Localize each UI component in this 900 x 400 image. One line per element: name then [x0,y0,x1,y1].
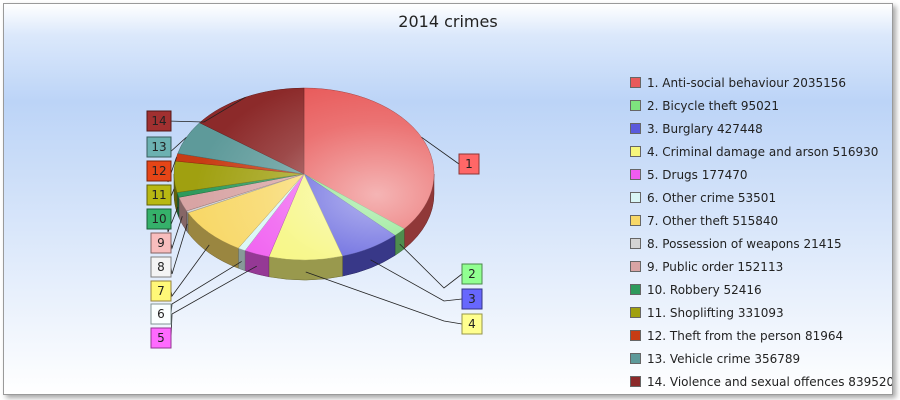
slice-label-box-11 [146,184,172,206]
chart-title: 2014 crimes [398,12,498,31]
legend-label: 8. Possession of weapons 21415 [647,237,842,251]
legend-swatch [630,376,641,387]
legend-item: 1. Anti-social behaviour 2035156 [630,72,892,95]
legend-label: 10. Robbery 52416 [647,283,762,297]
slice-label-6: 6 [157,307,165,321]
leader-line-1 [421,137,460,165]
legend-label: 7. Other theft 515840 [647,214,779,228]
legend-item: 13. Vehicle crime 356789 [630,348,892,371]
legend-item: 14. Violence and sexual offences 839520 [630,371,893,394]
legend-label: 3. Burglary 427448 [647,122,763,136]
legend-label: 2. Bicycle theft 95021 [647,99,780,113]
slice-label-11: 11 [151,188,166,202]
legend-label: 5. Drugs 177470 [647,168,748,182]
slice-label-3: 3 [468,292,476,306]
slice-label-8: 8 [157,260,165,274]
legend-swatch [630,307,641,318]
slice-label-box-6 [150,303,172,325]
legend-swatch [630,238,641,249]
slice-label-box-4 [461,313,483,335]
legend-item: 4. Criminal damage and arson 516930 [630,141,892,164]
slice-label-box-3 [461,288,483,310]
slice-label-box-1 [458,153,480,175]
legend-item: 2. Bicycle theft 95021 [630,95,892,118]
slice-label-7: 7 [157,284,165,298]
legend-swatch [630,192,641,203]
legend-label: 12. Theft from the person 81964 [647,329,844,343]
legend-item: 9. Public order 152113 [630,256,892,279]
legend-item: 10. Robbery 52416 [630,279,892,302]
legend-item: 7. Other theft 515840 [630,210,892,233]
slice-label-14: 14 [151,114,166,128]
slice-label-4: 4 [468,317,476,331]
slice-label-box-10 [146,208,172,230]
slice-label-12: 12 [151,164,166,178]
legend-swatch [630,215,641,226]
leader-line-6 [170,261,242,315]
legend-label: 4. Criminal damage and arson 516930 [647,145,879,159]
legend-swatch [630,284,641,295]
legend-label: 11. Shoplifting 331093 [647,306,784,320]
leader-line-4 [305,271,463,325]
slice-label-box-2 [461,263,483,285]
slice-label-box-9 [150,232,172,254]
legend-label: 13. Vehicle crime 356789 [647,352,801,366]
slice-label-1: 1 [465,157,473,171]
legend-swatch [630,123,641,134]
legend-item: 6. Other crime 53501 [630,187,892,210]
leader-line-3 [370,259,463,302]
slice-label-box-12 [146,160,172,182]
legend-label: 6. Other crime 53501 [647,191,777,205]
legend-item: 3. Burglary 427448 [630,118,892,141]
leader-line-8 [170,223,188,275]
legend-swatch [630,261,641,272]
legend-label: 9. Public order 152113 [647,260,784,274]
legend-item: 5. Drugs 177470 [630,164,892,187]
slice-label-box-7 [150,280,172,302]
chart-legend: 1. Anti-social behaviour 2035156 2. Bicyc… [630,72,893,394]
pie-gloss [174,88,434,260]
slice-label-box-5 [150,327,172,349]
legend-swatch [630,353,641,364]
slice-label-13: 13 [151,140,166,154]
pie-slice-side-6 [238,247,246,271]
leader-line-5 [170,265,257,339]
legend-swatch [630,169,641,180]
legend-swatch [630,330,641,341]
legend-label: 1. Anti-social behaviour 2035156 [647,76,847,90]
slice-label-10: 10 [151,212,166,226]
slice-label-9: 9 [157,236,165,250]
legend-item: 12. Theft from the person 81964 [630,325,892,348]
chart-frame: 2014 crimes 1 2 3 4 5 6 7 8 9 10 11 12 13 14 1. Anti-… [3,3,893,395]
slice-label-box-13 [146,136,172,158]
slice-label-5: 5 [157,331,165,345]
slice-label-2: 2 [468,267,476,281]
legend-swatch [630,146,641,157]
leader-line-14 [166,96,246,123]
legend-item: 11. Shoplifting 331093 [630,302,892,325]
legend-swatch [630,100,641,111]
legend-item: 8. Possession of weapons 21415 [630,233,892,256]
slice-label-box-8 [150,256,172,278]
slice-label-box-14 [146,110,172,132]
leader-line-2 [399,243,463,289]
legend-swatch [630,77,641,88]
leader-line-7 [170,244,210,297]
legend-label: 14. Violence and sexual offences 839520 [647,375,893,389]
